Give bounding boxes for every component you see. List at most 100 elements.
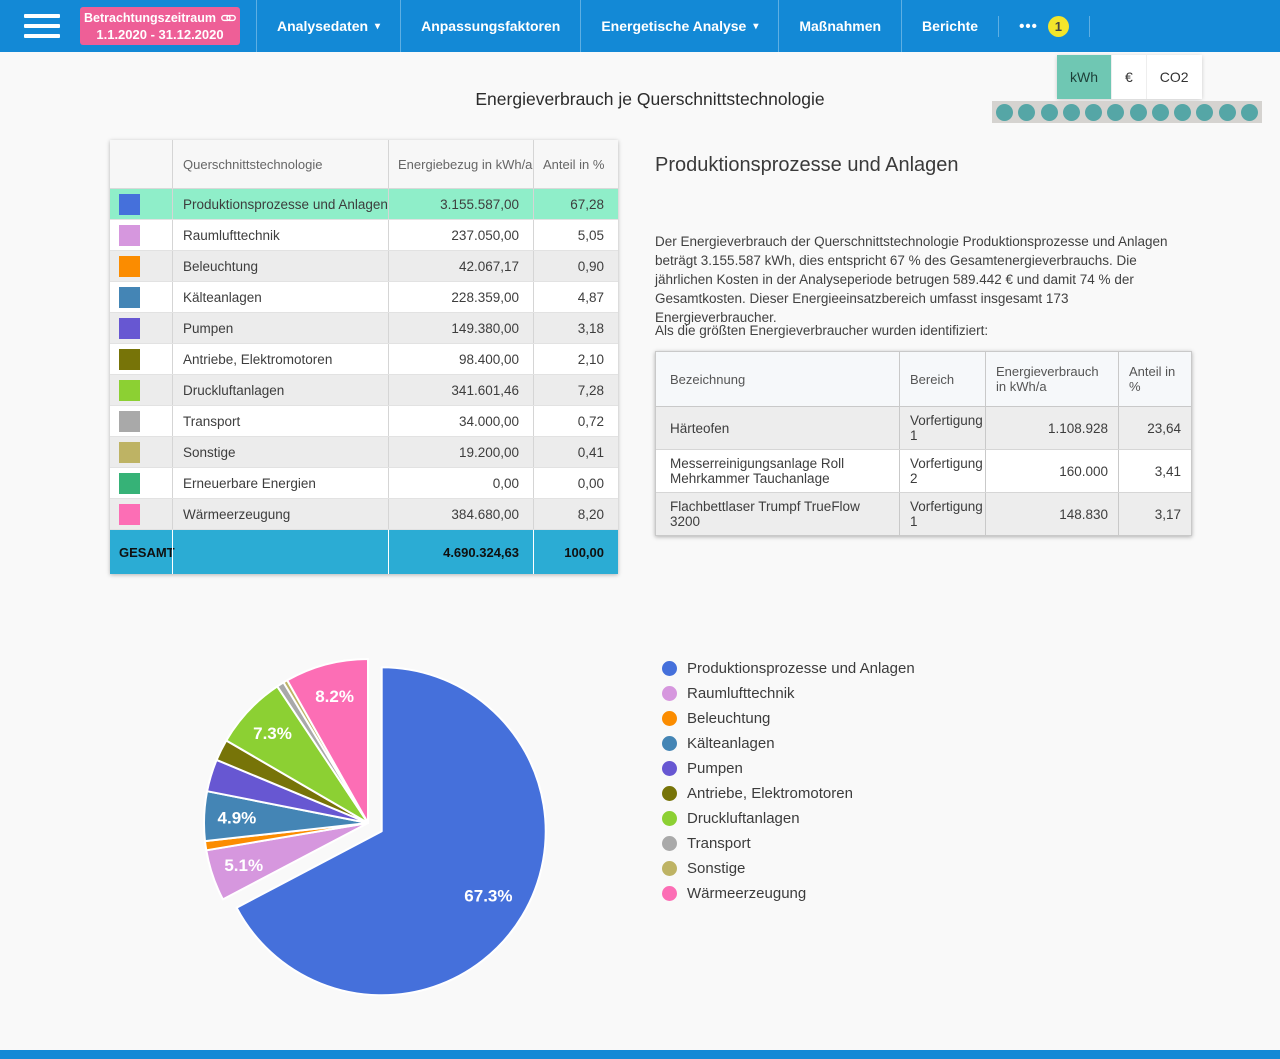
legend-item-transport[interactable]: Transport <box>662 831 915 856</box>
nav-item-berichte[interactable]: Berichte <box>901 0 998 52</box>
row-technology-name: Wärmeerzeugung <box>172 499 388 529</box>
legend-item-antriebe-elektromotoren[interactable]: Antriebe, Elektromotoren <box>662 781 915 806</box>
chevron-down-icon: ▾ <box>753 20 759 32</box>
total-spacer <box>172 530 388 574</box>
period-dot[interactable] <box>1085 103 1103 121</box>
pie-slice-percentage-label: 4.9% <box>218 809 257 828</box>
pie-slice-wärmeerzeugung[interactable] <box>286 658 369 824</box>
row-share-value: 0,72 <box>533 406 618 436</box>
legend-item-beleuchtung[interactable]: Beleuchtung <box>662 706 915 731</box>
legend-item-sonstige[interactable]: Sonstige <box>662 856 915 881</box>
period-dot[interactable] <box>1018 103 1036 121</box>
unit-option-[interactable]: € <box>1112 55 1147 99</box>
row-share-value: 2,10 <box>533 344 618 374</box>
period-badge[interactable]: Betrachtungszeitraum 1.1.2020 - 31.12.20… <box>80 7 240 45</box>
consumer-name: Messerreinigungsanlage Roll Mehrkammer T… <box>670 456 845 486</box>
header-technology: Querschnittstechnologie <box>172 140 388 188</box>
total-energy: 4.690.324,63 <box>388 530 533 574</box>
row-share-value: 5,05 <box>533 220 618 250</box>
legend-color-dot <box>662 711 677 726</box>
legend-item-druckluftanlagen[interactable]: Druckluftanlagen <box>662 806 915 831</box>
table-row-erneuerbare-energien[interactable]: Erneuerbare Energien 0,00 0,00 <box>110 468 618 499</box>
header-designation: Bezeichnung <box>670 371 746 387</box>
table-row-kälteanlagen[interactable]: Kälteanlagen 228.359,00 4,87 <box>110 282 618 313</box>
legend-color-dot <box>662 761 677 776</box>
period-dot[interactable] <box>1151 103 1169 121</box>
legend-item-wärmeerzeugung[interactable]: Wärmeerzeugung <box>662 881 915 906</box>
nav-item-maßnahmen[interactable]: Maßnahmen <box>778 0 901 52</box>
unit-option-kwh[interactable]: kWh <box>1057 55 1112 99</box>
table-row-produktionsprozesse-und-anlagen[interactable]: Produktionsprozesse und Anlagen 3.155.587… <box>110 189 618 220</box>
chevron-down-icon: ▾ <box>375 20 381 32</box>
legend-item-pumpen[interactable]: Pumpen <box>662 756 915 781</box>
row-technology-name: Erneuerbare Energien <box>172 468 388 498</box>
nav-item-anpassungsfaktoren[interactable]: Anpassungsfaktoren <box>400 0 580 52</box>
table-row-transport[interactable]: Transport 34.000,00 0,72 <box>110 406 618 437</box>
technology-table-body: Produktionsprozesse und Anlagen 3.155.587… <box>110 189 618 530</box>
period-dot[interactable] <box>1062 103 1080 121</box>
category-color-swatch <box>119 379 140 401</box>
consumer-share: 23,64 <box>1118 407 1191 449</box>
pie-slice-percentage-label: 67.3% <box>464 887 512 906</box>
app-bar: Betrachtungszeitraum 1.1.2020 - 31.12.20… <box>0 0 1280 52</box>
row-technology-name: Pumpen <box>172 313 388 343</box>
row-swatch-cell <box>110 344 172 374</box>
category-color-swatch <box>119 348 140 370</box>
unit-option-co2[interactable]: CO2 <box>1146 55 1202 99</box>
period-dot[interactable] <box>1196 103 1214 121</box>
period-dot[interactable] <box>1218 103 1236 121</box>
period-dot[interactable] <box>996 103 1013 121</box>
row-swatch-cell <box>110 220 172 250</box>
pie-slice-percentage-label: 7.3% <box>253 724 292 743</box>
period-dot[interactable] <box>1240 103 1258 121</box>
row-technology-name: Raumlufttechnik <box>172 220 388 250</box>
consumer-area: Vorfertigung 2 <box>899 450 985 492</box>
nav-item-label: Anpassungsfaktoren <box>421 18 561 34</box>
period-dot[interactable] <box>1129 103 1147 121</box>
detail-heading: Produktionsprozesse und Anlagen <box>655 154 959 176</box>
legend-item-kälteanlagen[interactable]: Kälteanlagen <box>662 731 915 756</box>
period-dot[interactable] <box>1040 103 1058 121</box>
page-title: Energieverbrauch je Querschnittstechnolo… <box>475 89 825 109</box>
row-energy-value: 3.155.587,00 <box>388 189 533 219</box>
hamburger-menu-icon[interactable] <box>24 14 60 38</box>
consumer-energy: 148.830 <box>985 493 1118 535</box>
table-row-wärmeerzeugung[interactable]: Wärmeerzeugung 384.680,00 8,20 <box>110 499 618 530</box>
consumer-share: 3,17 <box>1118 493 1191 535</box>
table-row-pumpen[interactable]: Pumpen 149.380,00 3,18 <box>110 313 618 344</box>
row-share-value: 67,28 <box>533 189 618 219</box>
total-share: 100,00 <box>533 530 618 574</box>
table-row-antriebe-elektromotoren[interactable]: Antriebe, Elektromotoren 98.400,00 2,10 <box>110 344 618 375</box>
table-row-sonstige[interactable]: Sonstige 19.200,00 0,41 <box>110 437 618 468</box>
header-area: Bereich <box>899 352 985 406</box>
nav-item-label: Berichte <box>922 18 979 34</box>
nav-item-energetische-analyse[interactable]: Energetische Analyse ▾ <box>580 0 778 52</box>
table-row-beleuchtung[interactable]: Beleuchtung 42.067,17 0,90 <box>110 251 618 282</box>
row-share-value: 7,28 <box>533 375 618 405</box>
energy-pie-chart: 67.3% 5.1% 4.9% 7.3% 8.2% <box>203 658 547 997</box>
technology-table: Querschnittstechnologie Energiebezug in … <box>110 140 618 574</box>
row-energy-value: 384.680,00 <box>388 499 533 529</box>
legend-color-dot <box>662 736 677 751</box>
pie-slice-produktionsprozesse-und-anlagen[interactable] <box>235 666 547 997</box>
nav-item-analysedaten[interactable]: Analysedaten ▾ <box>256 0 400 52</box>
header-swatch-cell <box>110 140 172 188</box>
row-swatch-cell <box>110 282 172 312</box>
period-dot[interactable] <box>1174 103 1192 121</box>
table-row-raumlufttechnik[interactable]: Raumlufttechnik 237.050,00 5,05 <box>110 220 618 251</box>
link-icon <box>221 14 236 21</box>
row-energy-value: 237.050,00 <box>388 220 533 250</box>
period-dot[interactable] <box>1107 103 1125 121</box>
row-energy-value: 42.067,17 <box>388 251 533 281</box>
row-share-value: 0,90 <box>533 251 618 281</box>
more-button[interactable]: ••• 1 <box>998 15 1090 37</box>
consumer-row-flachbettlaser-trumpf-trueflow: Flachbettlaser Trumpf TrueFlow 3200 Vorfe… <box>656 492 1191 535</box>
pie-slice-percentage-label: 8.2% <box>315 687 354 706</box>
table-row-druckluftanlagen[interactable]: Druckluftanlagen 341.601,46 7,28 <box>110 375 618 406</box>
legend-item-raumlufttechnik[interactable]: Raumlufttechnik <box>662 681 915 706</box>
consumer-area: Vorfertigung 1 <box>899 407 985 449</box>
bottom-bar <box>0 1050 1280 1059</box>
legend-item-produktionsprozesse-und-anlagen[interactable]: Produktionsprozesse und Anlagen <box>662 656 915 681</box>
legend-label: Pumpen <box>687 760 743 777</box>
